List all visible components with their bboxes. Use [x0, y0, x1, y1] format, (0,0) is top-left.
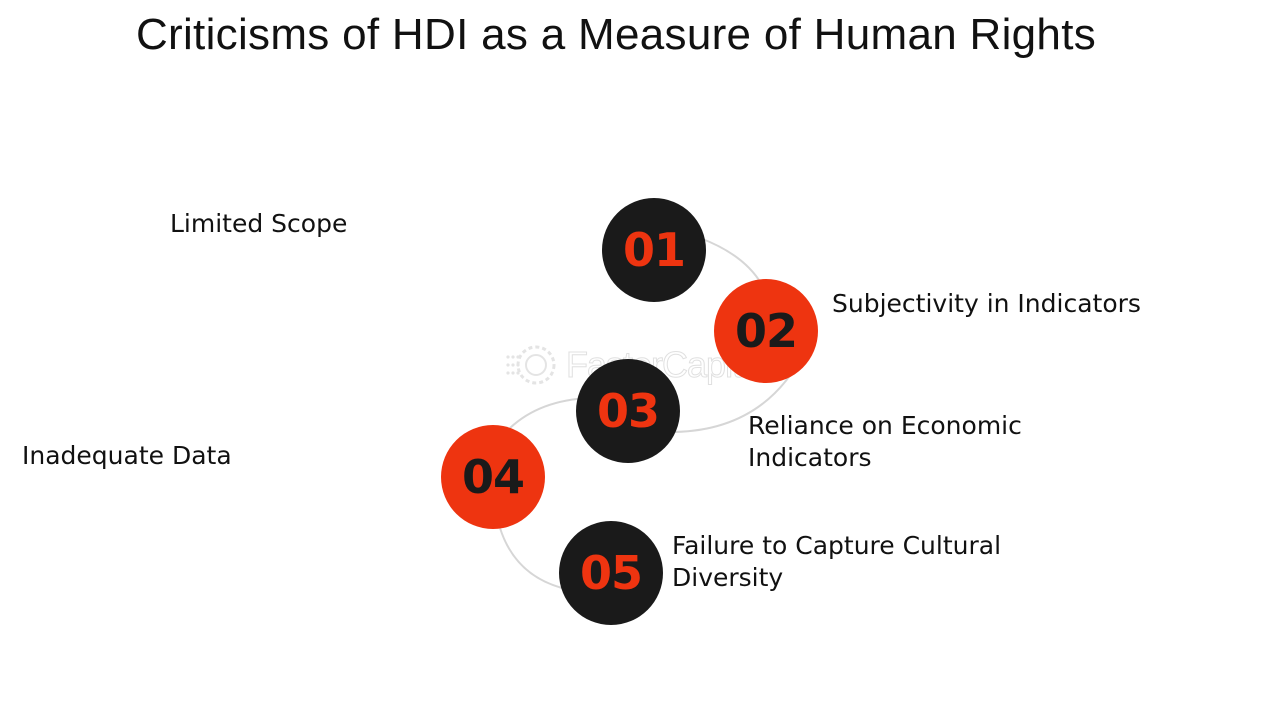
step-05-label: Failure to Capture Cultural Diversity: [672, 530, 1001, 594]
page-title: Criticisms of HDI as a Measure of Human …: [135, 10, 1097, 59]
step-01-circle: 01: [602, 198, 706, 302]
step-02-number: 02: [734, 304, 798, 358]
step-05-label-line2: Diversity: [672, 563, 784, 592]
step-02-label: Subjectivity in Indicators: [832, 289, 1141, 318]
gear-logo-icon: [506, 345, 556, 385]
step-01-label: Limited Scope: [170, 209, 348, 238]
step-03-label-line1: Reliance on Economic: [748, 411, 1022, 440]
step-02-circle: 02: [714, 279, 818, 383]
step-04-circle: 04: [441, 425, 545, 529]
step-03-number: 03: [596, 384, 660, 438]
connector-01-02: [699, 237, 763, 286]
step-01-number: 01: [622, 223, 686, 277]
step-04-label: Inadequate Data: [22, 441, 232, 470]
step-05-number: 05: [579, 546, 643, 600]
step-04-number: 04: [461, 450, 525, 504]
step-03-label: Reliance on Economic Indicators: [748, 410, 1022, 474]
step-05-circle: 05: [559, 521, 663, 625]
step-03-circle: 03: [576, 359, 680, 463]
connector-04-05: [499, 527, 563, 589]
step-05-label-line1: Failure to Capture Cultural: [672, 531, 1002, 560]
step-03-label-line2: Indicators: [748, 443, 872, 472]
